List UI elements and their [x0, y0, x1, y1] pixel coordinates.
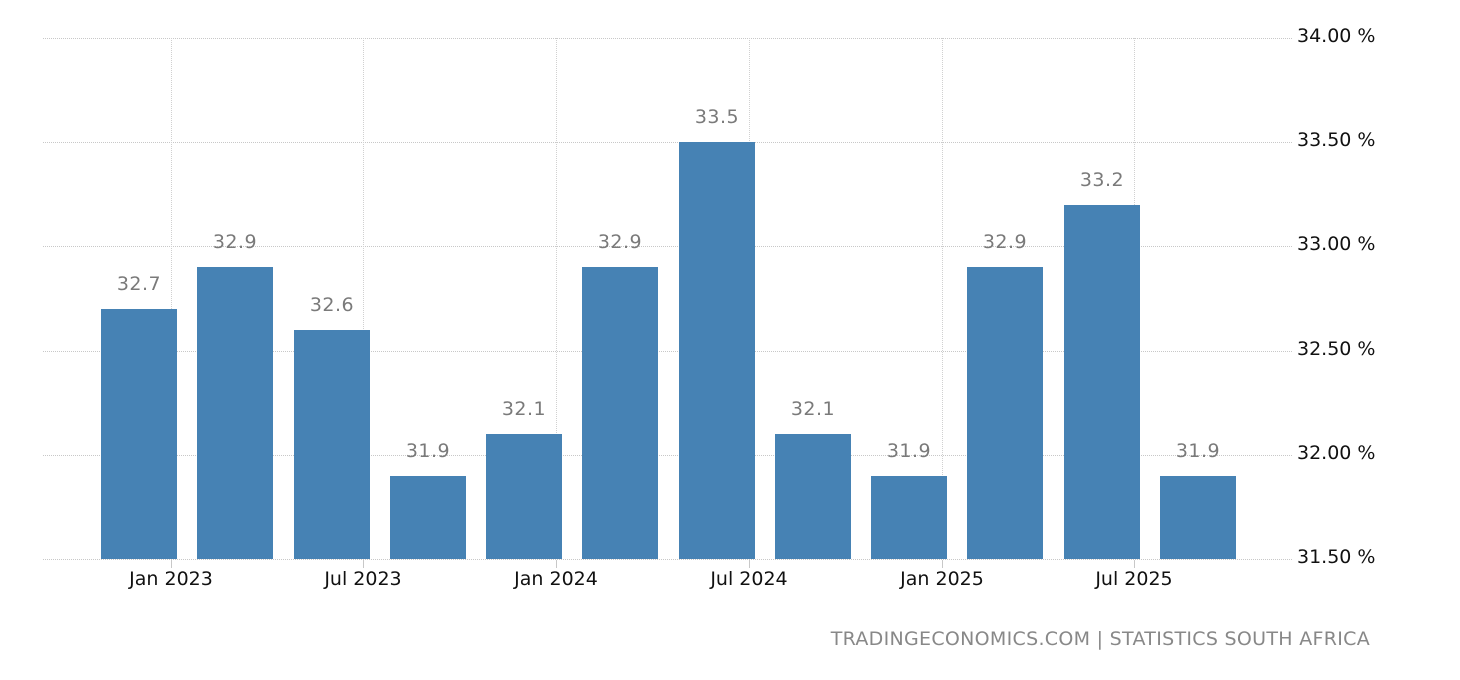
bar-value-label: 31.9 [1175, 440, 1221, 462]
h-gridline [43, 559, 1292, 560]
bar-value-label: 33.5 [694, 106, 740, 128]
bar-q2-2023[interactable] [294, 330, 370, 559]
x-tick-label: Jul 2025 [1095, 568, 1173, 590]
bar-q4-2023[interactable] [486, 434, 562, 559]
h-gridline [43, 351, 1292, 352]
v-gridline [171, 38, 172, 559]
x-tick-label: Jan 2023 [129, 568, 213, 590]
bar-q3-2023[interactable] [390, 476, 466, 559]
bar-q3-2025[interactable] [1160, 476, 1236, 559]
x-tick-label: Jan 2024 [514, 568, 598, 590]
bar-value-label: 31.9 [405, 440, 451, 462]
x-tick-label: Jul 2023 [324, 568, 402, 590]
x-tick-mark [171, 560, 172, 568]
v-gridline [556, 38, 557, 559]
h-gridline [43, 38, 1292, 39]
bar-value-label: 31.9 [886, 440, 932, 462]
bar-value-label: 32.9 [597, 231, 643, 253]
h-gridline [43, 246, 1292, 247]
x-tick-mark [749, 560, 750, 568]
y-tick-label: 33.00 % [1297, 233, 1376, 255]
bar-q1-2024[interactable] [582, 267, 658, 559]
bar-q4-2022[interactable] [101, 309, 177, 559]
bar-value-label: 32.7 [116, 273, 162, 295]
bar-q3-2024[interactable] [775, 434, 851, 559]
x-tick-label: Jul 2024 [710, 568, 788, 590]
bar-value-label: 32.1 [790, 398, 836, 420]
y-tick-label: 32.50 % [1297, 338, 1376, 360]
bar-value-label: 32.9 [212, 231, 258, 253]
bar-q2-2025[interactable] [1064, 205, 1140, 559]
source-credit: TRADINGECONOMICS.COM | STATISTICS SOUTH … [830, 628, 1370, 650]
x-tick-mark [1134, 560, 1135, 568]
bar-value-label: 32.6 [309, 294, 355, 316]
bar-q4-2024[interactable] [871, 476, 947, 559]
y-tick-label: 33.50 % [1297, 129, 1376, 151]
v-gridline [363, 38, 364, 559]
bar-value-label: 33.2 [1079, 169, 1125, 191]
y-tick-label: 34.00 % [1297, 25, 1376, 47]
h-gridline [43, 455, 1292, 456]
bar-q1-2023[interactable] [197, 267, 273, 559]
bar-q1-2025[interactable] [967, 267, 1043, 559]
x-tick-label: Jan 2025 [900, 568, 984, 590]
x-tick-mark [942, 560, 943, 568]
y-tick-label: 32.00 % [1297, 442, 1376, 464]
h-gridline [43, 142, 1292, 143]
bar-value-label: 32.1 [501, 398, 547, 420]
v-gridline [942, 38, 943, 559]
y-tick-label: 31.50 % [1297, 546, 1376, 568]
bar-value-label: 32.9 [982, 231, 1028, 253]
x-tick-mark [363, 560, 364, 568]
bar-q2-2024[interactable] [679, 142, 755, 559]
x-tick-mark [556, 560, 557, 568]
